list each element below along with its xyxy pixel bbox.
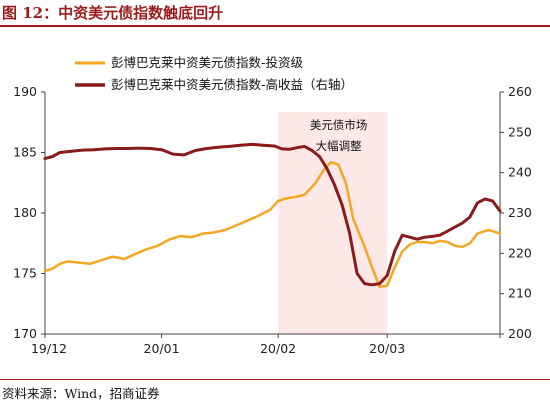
y-left-tick-label: 170 (13, 326, 37, 341)
series-line-high-yield (43, 142, 502, 287)
source-note: 资料来源：Wind，招商证券 (2, 386, 160, 401)
legend: 彭博巴克莱中资美元债指数-投资级 彭博巴克莱中资美元债指数-高收益（右轴） (75, 55, 353, 92)
y-right-tick-label: 230 (508, 205, 532, 220)
title-rule (0, 25, 550, 27)
y-right-tick-label: 240 (508, 165, 532, 180)
annotation-line-2: 大幅调整 (316, 139, 362, 153)
legend-label-investment-grade: 彭博巴克莱中资美元债指数-投资级 (111, 55, 304, 70)
y-right-tick-label: 210 (508, 286, 532, 301)
x-tick-label: 20/02 (260, 341, 296, 356)
source-rule (0, 379, 550, 380)
y-left-tick-label: 185 (13, 145, 37, 160)
x-tick-label: 19/12 (31, 341, 67, 356)
series-line-investment-grade (43, 160, 502, 289)
x-tick-label: 20/01 (144, 341, 180, 356)
y-right-tick-label: 220 (508, 245, 532, 260)
legend-label-high-yield: 彭博巴克莱中资美元债指数-高收益（右轴） (111, 77, 353, 92)
y-right-tick-label: 250 (508, 124, 532, 139)
axes: 170 175 180 185 190 200 210 220 230 240 250 260 19/1… (13, 84, 532, 356)
series-lines (43, 142, 502, 289)
annotation-line-1: 美元债市场 (310, 118, 368, 132)
y-right-tick-label: 200 (508, 326, 532, 341)
y-left-tick-label: 190 (13, 84, 37, 99)
x-tick-label: 20/03 (369, 341, 405, 356)
y-right-tick-label: 260 (508, 84, 532, 99)
y-left-tick-label: 175 (13, 266, 37, 281)
y-left-tick-label: 180 (13, 205, 37, 220)
figure-title: 图 12：中资美元债指数触底回升 (2, 4, 224, 22)
